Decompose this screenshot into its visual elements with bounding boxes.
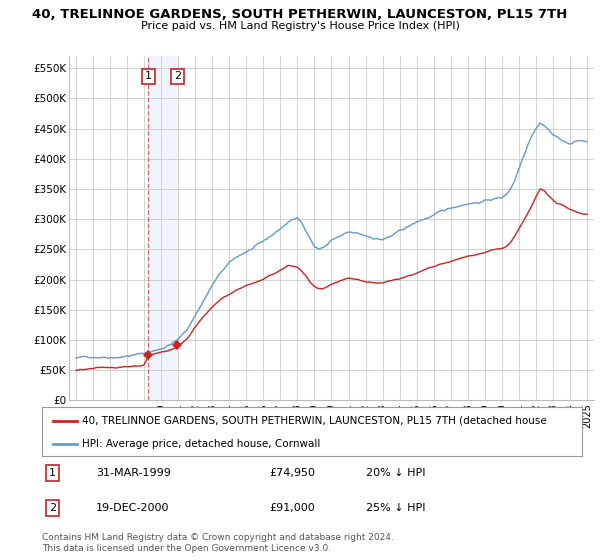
Text: 40, TRELINNOE GARDENS, SOUTH PETHERWIN, LAUNCESTON, PL15 7TH: 40, TRELINNOE GARDENS, SOUTH PETHERWIN, … bbox=[32, 8, 568, 21]
Text: £91,000: £91,000 bbox=[269, 503, 314, 513]
Text: 20% ↓ HPI: 20% ↓ HPI bbox=[366, 468, 425, 478]
Text: £74,950: £74,950 bbox=[269, 468, 315, 478]
Text: 31-MAR-1999: 31-MAR-1999 bbox=[96, 468, 171, 478]
Text: 25% ↓ HPI: 25% ↓ HPI bbox=[366, 503, 425, 513]
Text: 1: 1 bbox=[49, 468, 56, 478]
Text: HPI: Average price, detached house, Cornwall: HPI: Average price, detached house, Corn… bbox=[83, 439, 321, 449]
Text: 1: 1 bbox=[145, 72, 152, 82]
Text: 40, TRELINNOE GARDENS, SOUTH PETHERWIN, LAUNCESTON, PL15 7TH (detached house: 40, TRELINNOE GARDENS, SOUTH PETHERWIN, … bbox=[83, 416, 547, 426]
Bar bbox=[148, 56, 178, 400]
Text: 2: 2 bbox=[174, 72, 181, 82]
Text: Contains HM Land Registry data © Crown copyright and database right 2024.
This d: Contains HM Land Registry data © Crown c… bbox=[42, 533, 394, 553]
Text: Price paid vs. HM Land Registry's House Price Index (HPI): Price paid vs. HM Land Registry's House … bbox=[140, 21, 460, 31]
Text: 19-DEC-2000: 19-DEC-2000 bbox=[96, 503, 170, 513]
Text: 2: 2 bbox=[49, 503, 56, 513]
